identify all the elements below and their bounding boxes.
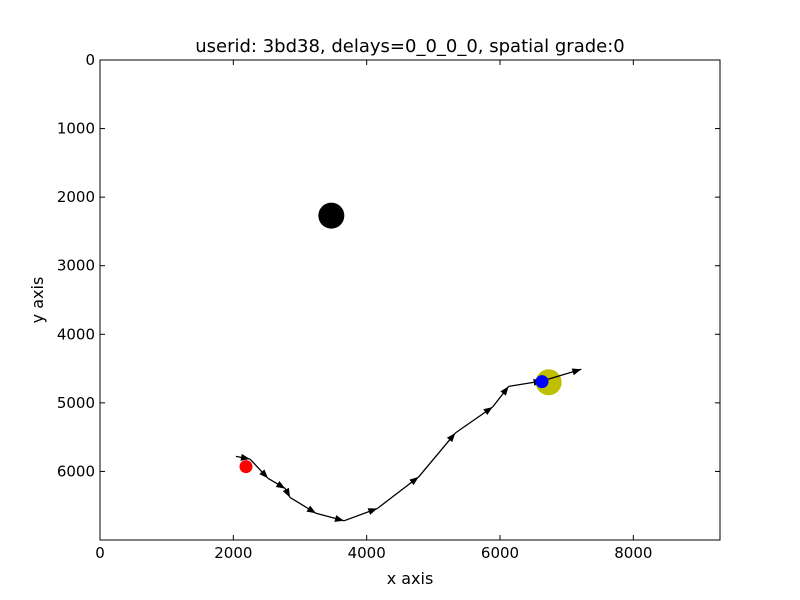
x-axis-ticks: 0 2000 4000 6000 8000: [95, 60, 652, 562]
trajectory-arrowhead: [259, 469, 268, 479]
x-tick-label: 4000: [348, 544, 386, 562]
y-tick-label: 0: [85, 51, 95, 69]
trajectory-arrowhead: [500, 386, 509, 396]
y-tick-label: 5000: [57, 394, 95, 412]
trajectory-segment: [418, 432, 456, 478]
trajectory-arrowhead: [240, 453, 250, 461]
trajectory-arrowhead: [282, 487, 290, 498]
plot-area: [99, 59, 721, 541]
x-tick-label: 2000: [214, 544, 252, 562]
trajectory-arrowhead: [483, 406, 493, 415]
trajectory-arrowhead: [334, 515, 344, 522]
y-tick-label: 1000: [57, 120, 95, 138]
trajectory-arrowhead: [367, 508, 378, 515]
trajectory-arrowhead: [409, 476, 419, 486]
x-tick-label: 6000: [481, 544, 519, 562]
y-tick-label: 6000: [57, 462, 95, 480]
x-axis-label: x axis: [387, 569, 434, 588]
x-tick-label: 0: [95, 544, 105, 562]
black-target-marker: [318, 202, 345, 229]
trajectory-arrowhead: [275, 480, 286, 489]
plot-content: [235, 202, 582, 522]
trajectory-arrowhead: [571, 368, 582, 376]
y-tick-label: 2000: [57, 188, 95, 206]
blue-end-marker: [535, 375, 549, 389]
red-start-marker: [239, 460, 253, 474]
y-axis-ticks: 0 1000 2000 3000 4000 5000 6000: [57, 51, 720, 480]
x-tick-label: 8000: [614, 544, 652, 562]
trajectory-arrowhead: [446, 433, 456, 443]
chart-title: userid: 3bd38, delays=0_0_0_0, spatial g…: [195, 36, 625, 57]
y-tick-label: 3000: [57, 257, 95, 275]
y-tick-label: 4000: [57, 325, 95, 343]
y-axis-label: y axis: [28, 277, 47, 324]
trajectory-arrowhead: [306, 505, 316, 514]
